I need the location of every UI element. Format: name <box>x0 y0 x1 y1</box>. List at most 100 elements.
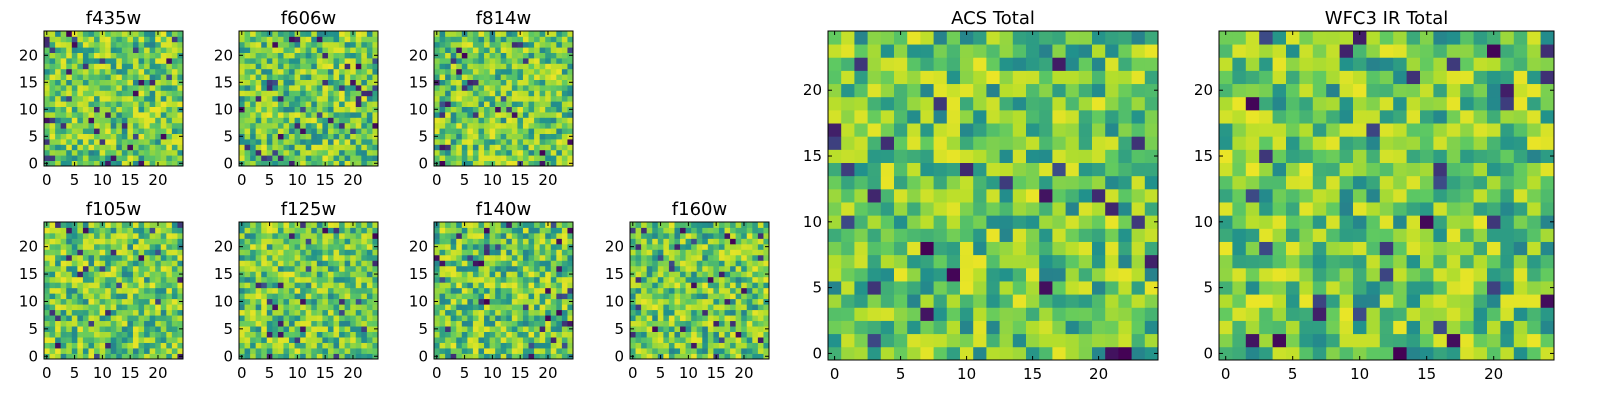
heatmap-cell <box>880 254 895 269</box>
heatmap-cell <box>132 282 139 289</box>
heatmap-cell <box>250 74 257 80</box>
heatmap-cell <box>261 79 268 86</box>
heatmap-cell <box>757 331 764 338</box>
heatmap-cell <box>456 144 463 151</box>
heatmap-cell <box>461 90 468 97</box>
heatmap-cell <box>528 36 535 43</box>
heatmap-cell <box>946 320 961 335</box>
heatmap-cell <box>511 122 518 129</box>
heatmap-cell <box>294 128 301 134</box>
heatmap-cell <box>450 271 457 278</box>
heatmap-cell <box>289 74 295 80</box>
heatmap-cell <box>517 238 524 245</box>
heatmap-cell <box>539 337 546 343</box>
heatmap-cell <box>461 47 468 53</box>
heatmap-cell <box>94 298 100 305</box>
heatmap-cell <box>266 337 273 343</box>
heatmap-cell <box>322 276 329 283</box>
heatmap-cell <box>439 47 446 53</box>
heatmap-cell <box>333 90 340 97</box>
heatmap-cell <box>350 155 357 161</box>
heatmap-cell <box>489 106 496 113</box>
heatmap-cell <box>355 287 362 294</box>
heatmap-cell <box>350 112 357 118</box>
heatmap-cell <box>88 47 95 53</box>
heatmap-cell <box>724 315 731 322</box>
heatmap-cell <box>495 139 502 145</box>
heatmap-cell <box>534 227 541 234</box>
heatmap-cell <box>244 260 251 267</box>
heatmap-cell <box>506 90 513 97</box>
heatmap-cell <box>344 36 351 43</box>
heatmap-cell <box>94 331 100 338</box>
heatmap-cell <box>752 243 759 250</box>
heatmap-cell <box>277 36 284 43</box>
heatmap-cell <box>567 74 574 80</box>
heatmap-cell <box>99 47 106 53</box>
heatmap-cell <box>327 337 334 343</box>
heatmap-cell <box>986 281 1000 295</box>
heatmap-cell <box>539 265 546 272</box>
heatmap-cell <box>478 149 485 156</box>
heatmap-cell <box>255 112 262 118</box>
heatmap-cell <box>77 79 84 86</box>
heatmap-cell <box>316 63 323 70</box>
heatmap-cell <box>277 52 284 59</box>
heatmap-cell <box>82 276 89 283</box>
heatmap-cell <box>484 36 490 43</box>
panel-title: f125w <box>281 199 336 220</box>
heatmap-cell <box>528 58 535 64</box>
heatmap-cell <box>550 90 557 97</box>
heatmap-cell <box>534 304 541 311</box>
heatmap-cell <box>132 133 139 140</box>
heatmap-cell <box>702 287 709 294</box>
heatmap-cell <box>99 348 106 354</box>
heatmap-cell <box>71 243 78 250</box>
heatmap-cell <box>272 309 279 316</box>
heatmap-cell <box>1078 267 1093 282</box>
heatmap-cell <box>828 281 842 295</box>
heatmap-cell <box>283 287 290 294</box>
heatmap-cell <box>1144 202 1159 216</box>
heatmap-cell <box>71 52 78 59</box>
heatmap-cell <box>652 260 659 267</box>
heatmap-cell <box>138 128 145 134</box>
heatmap-cell <box>746 342 753 349</box>
heatmap-cell <box>327 139 334 145</box>
heatmap-cell <box>149 331 156 338</box>
heatmap-cell <box>255 160 262 167</box>
heatmap-cell <box>539 112 546 118</box>
heatmap-cell <box>1105 281 1119 295</box>
heatmap-cell <box>283 337 290 343</box>
heatmap-cell <box>867 346 882 361</box>
heatmap-cell <box>160 139 167 145</box>
heatmap-cell <box>305 276 312 283</box>
heatmap-cell <box>539 47 546 53</box>
heatmap-cell <box>561 342 568 349</box>
heatmap-cell <box>244 58 251 64</box>
heatmap-cell <box>434 85 440 91</box>
heatmap-cell <box>500 90 507 97</box>
heatmap-cell <box>366 85 373 91</box>
heatmap-cell <box>680 254 686 261</box>
heatmap-cell <box>960 320 974 335</box>
heatmap-cell <box>177 342 184 349</box>
heatmap-cell <box>685 254 692 261</box>
heatmap-cell <box>506 144 513 151</box>
heatmap-cell <box>854 228 868 242</box>
heatmap-cell <box>434 315 440 322</box>
heatmap-cell <box>283 160 290 167</box>
heatmap-cell <box>372 293 379 300</box>
heatmap-cell <box>160 254 167 261</box>
heatmap-cell <box>635 227 642 234</box>
heatmap-cell <box>244 144 251 151</box>
heatmap-cell <box>691 254 698 261</box>
heatmap-cell <box>155 293 162 300</box>
heatmap-cell <box>132 309 139 316</box>
heatmap-cell <box>528 122 535 129</box>
heatmap-cell <box>272 63 279 70</box>
heatmap-cell <box>528 155 535 161</box>
heatmap-cell <box>132 85 139 91</box>
heatmap-cell <box>652 227 659 234</box>
heatmap-cell <box>344 79 351 86</box>
